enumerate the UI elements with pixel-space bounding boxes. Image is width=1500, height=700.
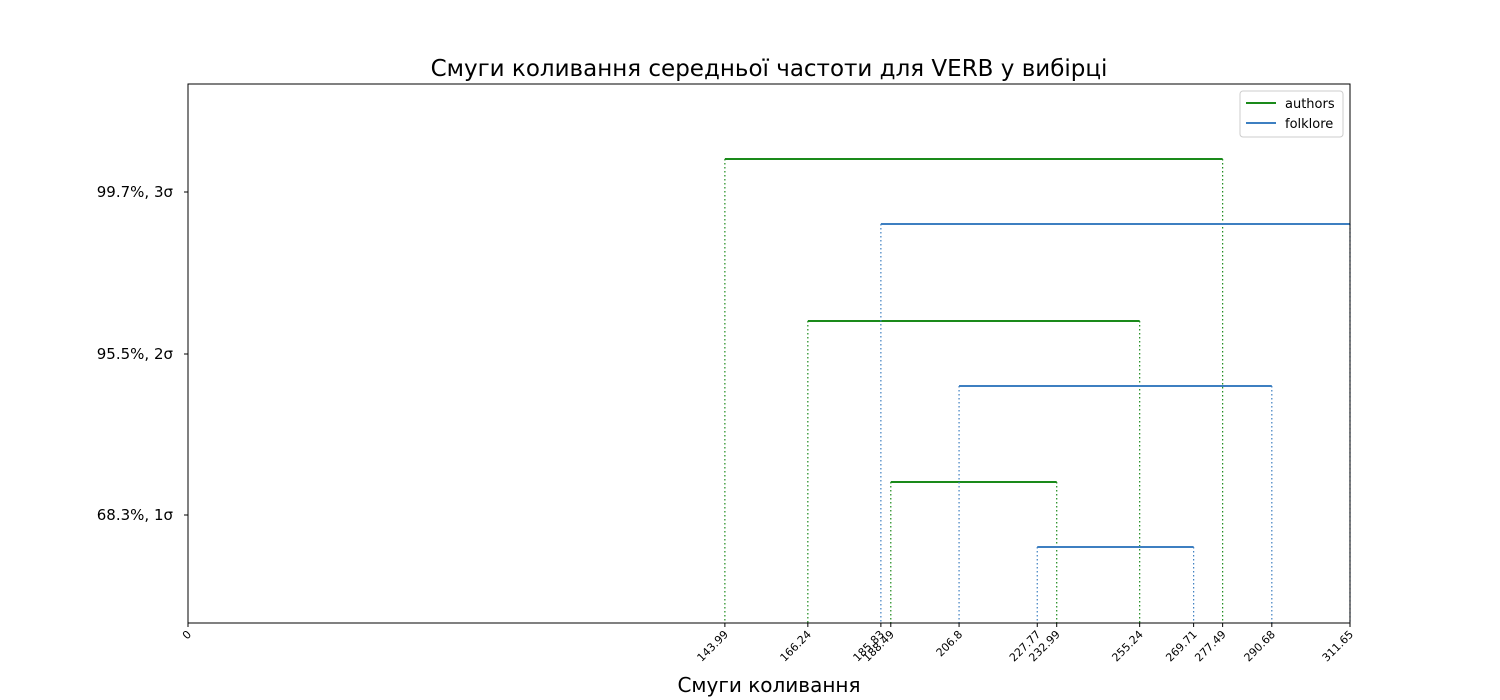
x-tick-label: 269.71: [1163, 628, 1199, 664]
legend: authors folklore: [1239, 90, 1344, 138]
x-tick-label: 166.24: [778, 628, 814, 664]
y-tick-label: 95.5%, 2σ: [97, 345, 174, 363]
y-tick-label: 68.3%, 1σ: [97, 506, 174, 524]
x-axis-label: Смуги коливання: [677, 673, 860, 697]
x-tick-label: 311.65: [1320, 628, 1356, 664]
x-tick-label: 290.68: [1242, 628, 1278, 664]
x-tick-label: 277.49: [1192, 628, 1228, 664]
plot-area: [724, 158, 1351, 623]
y-axis: 99.7%, 3σ 95.5%, 2σ 68.3%, 1σ: [97, 183, 188, 524]
x-tick-label: 206.8: [934, 628, 965, 659]
x-tick-label: 0: [180, 628, 194, 642]
x-tick-label: 143.99: [695, 628, 731, 664]
y-tick-label: 99.7%, 3σ: [97, 183, 174, 201]
x-tick-label: 255.24: [1109, 628, 1145, 664]
legend-authors-label: authors: [1285, 97, 1335, 112]
plot-frame: [187, 83, 1351, 624]
legend-folklore-label: folklore: [1285, 117, 1333, 132]
chart-title: Смуги коливання середньої частоти для VE…: [431, 56, 1108, 82]
